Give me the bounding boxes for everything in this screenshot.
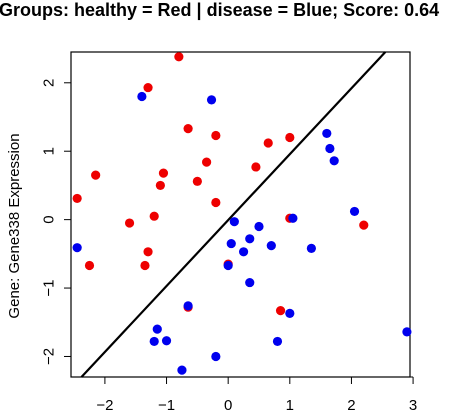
healthy-point xyxy=(143,82,153,93)
disease-point xyxy=(245,277,255,288)
disease-point xyxy=(245,234,255,244)
disease-point xyxy=(149,336,159,347)
x-tick-label: −2 xyxy=(96,397,113,414)
healthy-point xyxy=(174,52,184,62)
disease-point xyxy=(72,243,82,253)
x-tick-label: 0 xyxy=(224,397,232,414)
healthy-point xyxy=(91,170,101,180)
disease-point xyxy=(152,324,162,334)
disease-point xyxy=(254,221,264,232)
plot-frame xyxy=(70,51,411,378)
healthy-point xyxy=(158,168,169,178)
healthy-point xyxy=(211,130,221,141)
disease-point xyxy=(329,156,339,166)
disease-point xyxy=(402,327,412,337)
x-tick-label: 2 xyxy=(347,397,355,414)
healthy-point xyxy=(149,211,159,221)
decision-line-layer xyxy=(80,51,387,378)
healthy-point xyxy=(251,162,261,172)
x-tick-label: −1 xyxy=(158,397,175,414)
healthy-point xyxy=(359,220,369,230)
y-tick-label: 1 xyxy=(41,147,58,155)
x-tick-label: 3 xyxy=(409,397,417,414)
y-axis-label: Gene: Gene338 Expression xyxy=(6,133,23,318)
healthy-point xyxy=(202,157,212,167)
disease-point xyxy=(211,351,221,362)
healthy-point xyxy=(263,138,273,148)
y-tick-label: −2 xyxy=(41,348,58,365)
healthy-point xyxy=(143,247,153,257)
disease-point xyxy=(285,308,295,318)
y-tick-label: −1 xyxy=(41,279,58,296)
disease-point xyxy=(183,301,193,311)
healthy-point xyxy=(84,260,95,271)
healthy-point xyxy=(155,180,165,191)
disease-point xyxy=(238,247,249,257)
disease-point xyxy=(226,238,236,249)
disease-point xyxy=(288,213,298,223)
healthy-point xyxy=(140,260,150,271)
y-axis: −2 −1 0 1 2 xyxy=(41,79,72,365)
y-tick-label: 2 xyxy=(41,79,58,87)
healthy-point xyxy=(124,218,135,228)
x-tick-label: 1 xyxy=(286,397,294,414)
healthy-point xyxy=(72,193,82,204)
disease-point xyxy=(161,336,172,346)
disease-point xyxy=(177,365,187,375)
healthy-point xyxy=(183,124,193,134)
disease-point xyxy=(325,143,335,154)
y-tick-label: 0 xyxy=(41,215,58,223)
disease-point xyxy=(349,206,360,217)
disease-point xyxy=(206,95,217,105)
disease-point xyxy=(229,217,239,227)
chart-title: Groups: healthy = Red | disease = Blue; … xyxy=(0,0,439,20)
decision-line xyxy=(80,51,387,378)
healthy-point xyxy=(275,306,286,316)
points-layer xyxy=(72,52,412,375)
healthy-point xyxy=(211,197,221,208)
disease-point xyxy=(272,336,283,347)
x-axis: −2 −1 0 1 2 3 xyxy=(96,376,417,414)
disease-point xyxy=(322,128,332,139)
disease-point xyxy=(306,243,316,253)
disease-point xyxy=(137,91,147,102)
healthy-point xyxy=(192,176,202,186)
disease-point xyxy=(223,260,233,271)
disease-point xyxy=(266,241,276,251)
healthy-point xyxy=(285,132,295,143)
